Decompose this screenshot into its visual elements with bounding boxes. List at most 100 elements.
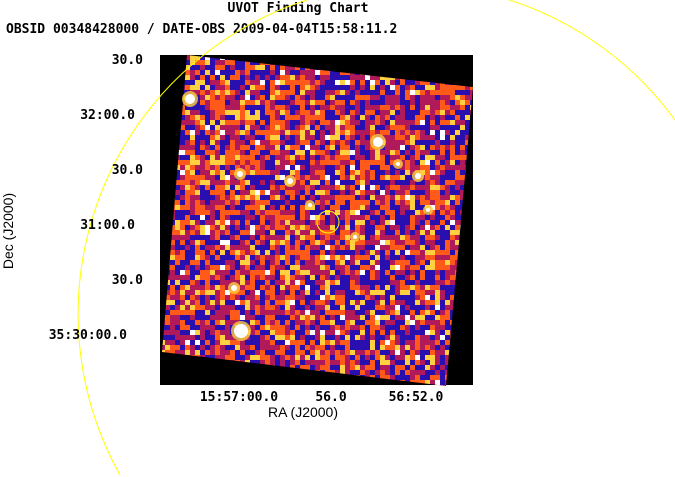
pixel (405, 110, 410, 115)
pixel (280, 130, 285, 135)
pixel (265, 195, 270, 200)
pixel (340, 210, 345, 215)
pixel (410, 95, 415, 100)
pixel (245, 340, 250, 345)
pixel (225, 305, 230, 310)
pixel (460, 110, 465, 115)
pixel (270, 210, 275, 215)
pixel (335, 150, 340, 155)
pixel (165, 340, 170, 345)
pixel (325, 210, 330, 215)
pixel (330, 265, 335, 270)
pixel (370, 230, 375, 235)
pixel (395, 300, 400, 305)
pixel (360, 355, 365, 360)
pixel (340, 340, 345, 345)
pixel (170, 310, 175, 315)
pixel (180, 270, 185, 275)
pixel (215, 155, 220, 160)
pixel (445, 285, 450, 290)
pixel (435, 330, 440, 335)
pixel (270, 295, 275, 300)
pixel (315, 265, 320, 270)
pixel (190, 215, 195, 220)
pixel (205, 275, 210, 280)
pixel (305, 120, 310, 125)
pixel (385, 350, 390, 355)
pixel (175, 170, 180, 175)
pixel (240, 90, 245, 95)
pixel (200, 285, 205, 290)
pixel (290, 200, 295, 205)
pixel (420, 300, 425, 305)
pixel (375, 95, 380, 100)
pixel (415, 355, 420, 360)
pixel (250, 80, 255, 85)
pixel (435, 240, 440, 245)
pixel (385, 195, 390, 200)
pixel (215, 115, 220, 120)
pixel (425, 235, 430, 240)
pixel (445, 365, 450, 370)
pixel (235, 355, 240, 360)
pixel (395, 150, 400, 155)
pixel (320, 105, 325, 110)
pixel (300, 225, 305, 230)
pixel (165, 330, 170, 335)
pixel (235, 240, 240, 245)
pixel (440, 340, 445, 345)
pixel (245, 350, 250, 355)
pixel (265, 315, 270, 320)
pixel (250, 335, 255, 340)
pixel (300, 305, 305, 310)
pixel (320, 265, 325, 270)
pixel (330, 340, 335, 345)
pixel (400, 175, 405, 180)
pixel (415, 85, 420, 90)
pixel (360, 270, 365, 275)
pixel (225, 210, 230, 215)
pixel (445, 215, 450, 220)
pixel (320, 300, 325, 305)
pixel (180, 325, 185, 330)
pixel (265, 80, 270, 85)
pixel (215, 160, 220, 165)
pixel (415, 205, 420, 210)
pixel (440, 135, 445, 140)
pixel (200, 125, 205, 130)
pixel (245, 240, 250, 245)
pixel (355, 185, 360, 190)
pixel (405, 140, 410, 145)
pixel (310, 360, 315, 365)
pixel (220, 95, 225, 100)
pixel (200, 55, 205, 60)
pixel (330, 145, 335, 150)
pixel (455, 145, 460, 150)
pixel (340, 305, 345, 310)
pixel (325, 340, 330, 345)
pixel (410, 265, 415, 270)
pixel (430, 170, 435, 175)
pixel (355, 310, 360, 315)
pixel (430, 250, 435, 255)
pixel (320, 115, 325, 120)
pixel (330, 90, 335, 95)
pixel (195, 325, 200, 330)
pixel (230, 90, 235, 95)
pixel (280, 300, 285, 305)
pixel (370, 200, 375, 205)
pixel (395, 95, 400, 100)
pixel (225, 155, 230, 160)
pixel (310, 105, 315, 110)
pixel (310, 235, 315, 240)
pixel (255, 295, 260, 300)
pixel (190, 140, 195, 145)
pixel (280, 200, 285, 205)
pixel (215, 145, 220, 150)
pixel (420, 105, 425, 110)
pixel (460, 385, 465, 386)
pixel (375, 120, 380, 125)
pixel (205, 300, 210, 305)
pixel (390, 170, 395, 175)
pixel (275, 165, 280, 170)
